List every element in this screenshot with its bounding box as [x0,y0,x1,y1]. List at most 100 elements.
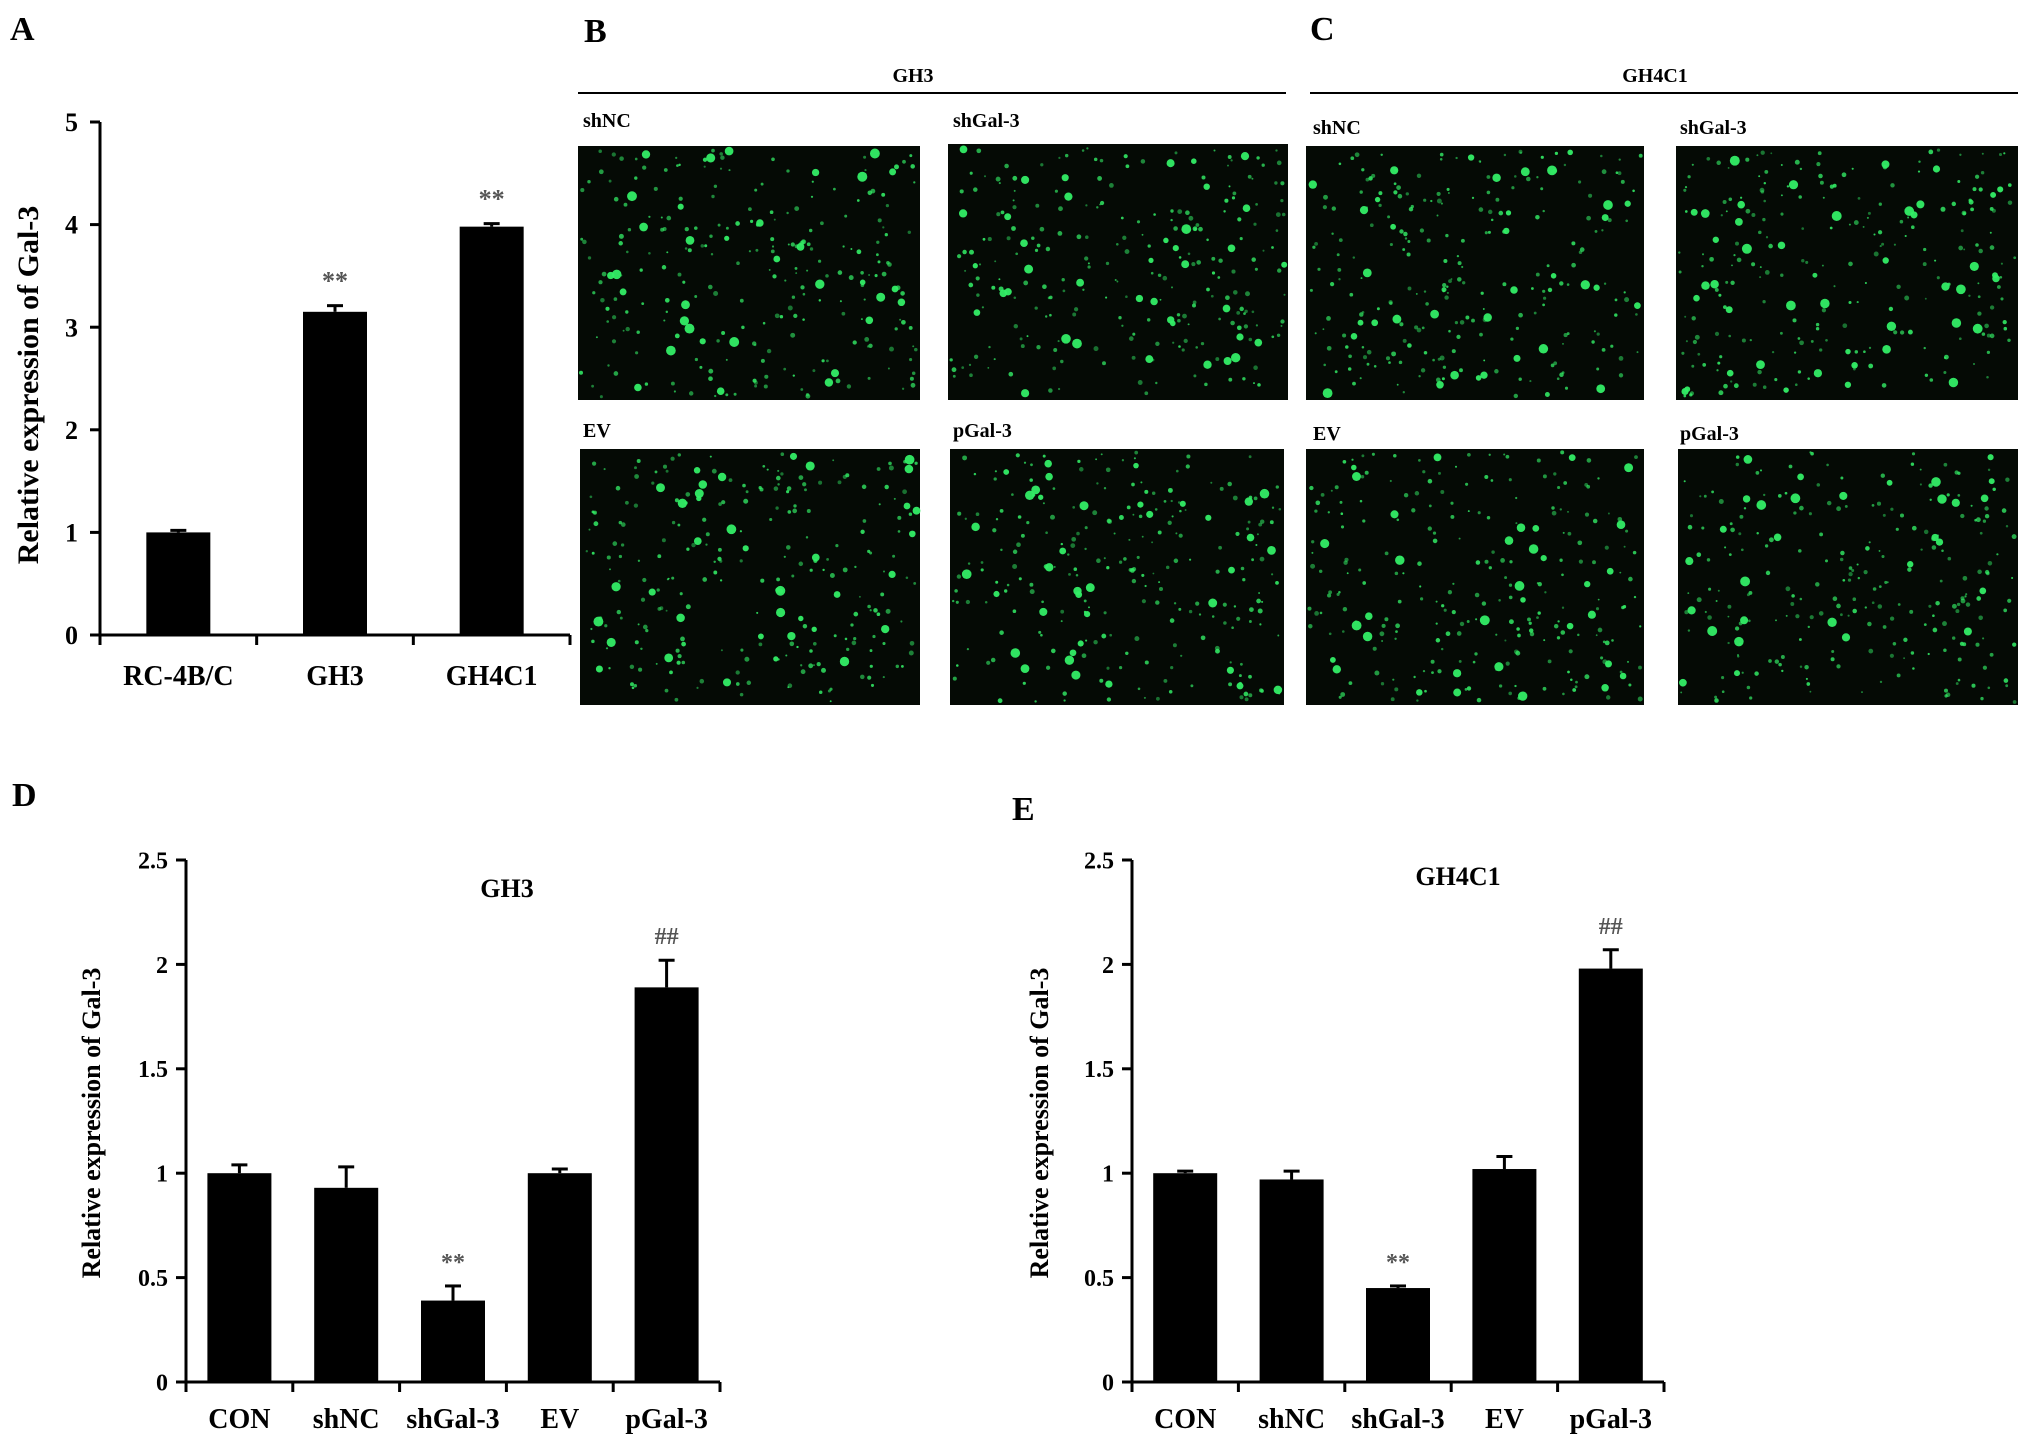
fluorescent-cell [802,292,806,296]
fluorescent-cell [867,376,871,380]
fluorescent-cell [1697,352,1701,356]
fluorescent-cell [1737,654,1739,656]
fluorescent-cell [1235,531,1240,536]
fluorescent-cell [1728,553,1732,556]
fluorescent-cell [1818,611,1824,616]
fluorescent-cell [1831,649,1835,654]
fluorescent-cell [1954,470,1959,475]
fluorescent-cell [1226,666,1234,674]
fluorescent-cell [1146,510,1154,518]
fluorescent-cell [1227,155,1232,159]
fluorescent-cell [1768,243,1773,249]
fluorescent-cell [1773,533,1782,542]
fluorescent-cell [1495,633,1498,636]
fluorescent-cell [1956,284,1966,295]
fluorescent-cell [1851,569,1855,572]
fluorescent-cell [1526,176,1531,182]
fluorescent-cell [1748,619,1751,623]
fluorescent-cell [1223,356,1232,366]
fluorescent-cell [677,654,682,659]
fluorescent-cell [1687,175,1691,179]
fluorescent-cell [1584,580,1591,588]
fluorescent-cell [954,589,958,593]
fluorescent-cell [1431,671,1434,674]
fluorescent-cell [1342,333,1347,338]
fluorescent-cell [827,689,831,693]
fluorescent-cell [1099,158,1104,163]
panel-letter-b: B [584,13,607,50]
fluorescent-cell [642,624,648,630]
fluorescent-cell [1833,285,1836,288]
fluorescent-cell [800,669,806,675]
fluorescent-cell [1323,363,1326,367]
fluorescent-cell [1006,236,1011,241]
fluorescent-cell [2007,598,2012,603]
fluorescent-cell [1715,600,1718,602]
fluorescent-cell [1929,498,1932,501]
fluorescent-cell [984,175,986,178]
fluorescent-cell [1052,366,1057,371]
fluorescent-cell [973,354,979,359]
fluorescent-cell [792,374,795,377]
fluorescent-cell [1251,177,1254,180]
fluorescent-cell [739,692,744,697]
fluorescent-cell [1155,600,1160,605]
fluorescent-cell [1146,318,1151,322]
fluorescent-cell [889,346,894,352]
fluorescent-cell [975,512,980,517]
fluorescent-cell [1218,545,1222,550]
fluorescent-cell [1031,236,1035,240]
fluorescent-cell [1842,578,1846,582]
fluorescent-cell [1606,567,1614,575]
fluorescent-cell [666,345,676,356]
fluorescent-cell [1084,547,1087,551]
fluorescent-cell [1423,290,1427,293]
fluorescent-cell [1179,509,1182,513]
fluorescent-cell [1943,688,1949,693]
fluorescent-cell [790,332,796,338]
fluorescent-cell [1848,261,1853,267]
fluorescent-cell [1329,281,1335,287]
fluorescent-cell [1727,166,1730,169]
fluorescent-cell [1213,149,1216,152]
fluorescent-cell [1821,264,1824,267]
fluorescent-cell [1604,545,1609,550]
fluorescent-cell [1551,510,1557,516]
fluorescent-cell [607,364,610,367]
fluorescent-cell [1191,158,1197,164]
fluorescent-cell [908,650,914,656]
fluorescent-cell [1348,354,1352,359]
fluorescent-cell [893,497,896,500]
fluorescent-cell [1752,382,1757,387]
fluorescent-cell [990,657,996,663]
fluorescent-cell [1916,200,1925,209]
fluorescent-cell [1848,566,1853,570]
fluorescent-cell [1271,573,1274,576]
fluorescent-cell [1968,198,1972,203]
fluorescent-cell [1889,616,1895,621]
fluorescent-cell [1428,504,1432,508]
fluorescent-cell [1021,389,1030,398]
fluorescent-cell [706,153,716,163]
fluorescent-cell [670,381,675,386]
fluorescent-cell [755,222,760,227]
fluorescent-cell [789,641,795,647]
fluorescent-cell [859,279,866,286]
fluorescent-cell [1121,459,1125,462]
fluorescent-cell [1077,459,1081,464]
fluorescent-cell [719,152,723,156]
fluorescent-cell [1256,156,1260,160]
fluorescent-cell [1276,160,1282,166]
fluorescent-cell [1989,206,1994,211]
fluorescent-cell [1601,684,1609,692]
fluorescent-cell [1680,691,1683,694]
fluorescent-cell [1542,303,1545,307]
fluorescent-cell [1716,160,1721,166]
chart-d-title: GH3 [480,874,533,903]
fluorescent-cell [1020,239,1028,248]
fluorescent-cell [798,561,804,567]
fluorescent-cell [1477,511,1481,515]
fluorescent-cell [1073,567,1078,571]
fluorescent-cell [656,483,665,493]
fluorescent-cell [1029,589,1035,595]
